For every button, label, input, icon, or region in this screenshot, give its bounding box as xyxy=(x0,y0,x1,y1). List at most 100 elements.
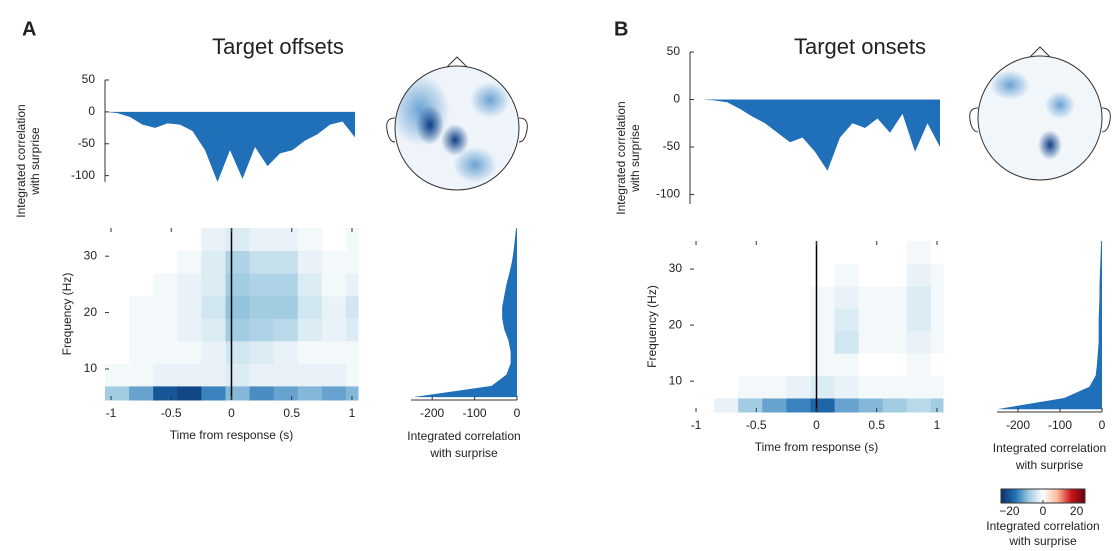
y-tick-label: 50 xyxy=(82,72,96,86)
heat-cell xyxy=(906,285,932,309)
y-axis-label: Integrated correlation xyxy=(14,104,28,217)
heat-cell xyxy=(273,295,299,319)
y-tick-label: -50 xyxy=(78,136,96,150)
area xyxy=(105,111,355,182)
y-axis-label: with surprise xyxy=(628,124,642,193)
heat-cell xyxy=(930,241,944,264)
x-tick-label: 1 xyxy=(349,406,356,420)
heat-cell xyxy=(834,330,860,354)
heat-cell xyxy=(225,295,251,319)
heat-cell xyxy=(345,385,359,401)
heat-cell xyxy=(786,308,811,332)
heat-cell xyxy=(762,375,787,399)
heat-cell xyxy=(177,385,202,401)
heat-cell xyxy=(249,340,275,364)
heat-cell xyxy=(858,397,884,413)
y-axis-label: Frequency (Hz) xyxy=(60,273,74,356)
heat-cell xyxy=(297,228,323,252)
scalp-map-b xyxy=(969,46,1111,181)
x-tick-label: 0.5 xyxy=(868,418,885,432)
heat-cell xyxy=(273,318,299,342)
heat-cell xyxy=(297,295,323,319)
heat-cell xyxy=(810,263,836,287)
heat-cell xyxy=(345,340,359,364)
heat-cell xyxy=(273,228,299,252)
heat-cell xyxy=(321,295,347,319)
heat-cell xyxy=(345,250,359,274)
heat-cell xyxy=(105,295,130,319)
heat-cell xyxy=(153,250,178,274)
colorbar-label: with surprise xyxy=(1008,534,1077,548)
heat-cell xyxy=(105,363,130,387)
heat-cell xyxy=(690,285,715,309)
y-tick-label: 0 xyxy=(673,92,680,106)
heat-cell xyxy=(153,385,178,401)
x-axis-label: with surprise xyxy=(1015,458,1084,472)
heat-cell xyxy=(321,228,347,252)
heat-cell xyxy=(177,318,202,342)
heat-cell xyxy=(810,285,836,309)
y-tick-label: -100 xyxy=(71,168,95,182)
heat-cell xyxy=(129,228,154,252)
x-axis-label: Time from response (s) xyxy=(755,440,879,454)
heat-cell xyxy=(201,385,226,401)
heat-cell xyxy=(906,241,932,264)
x-axis-label: Integrated correlation xyxy=(407,429,520,443)
heat-cell xyxy=(882,285,908,309)
heat-cell xyxy=(129,273,154,297)
heat-cell xyxy=(249,295,275,319)
heat-cell xyxy=(201,340,226,364)
heat-cell xyxy=(858,375,884,399)
heat-cell xyxy=(105,318,130,342)
heat-cell xyxy=(882,353,908,377)
heat-cell xyxy=(810,241,836,264)
heat-cell xyxy=(762,241,787,264)
heat-cell xyxy=(345,318,359,342)
heat-cell xyxy=(273,385,299,401)
heat-cell xyxy=(153,295,178,319)
heat-cell xyxy=(858,241,884,264)
heat-cell xyxy=(321,250,347,274)
heat-cell xyxy=(177,228,202,252)
heat-cell xyxy=(321,340,347,364)
heat-cell xyxy=(345,228,359,252)
x-tick-label: -0.5 xyxy=(746,418,767,432)
heat-cell xyxy=(297,273,323,297)
heat-cell xyxy=(225,250,251,274)
heat-cell xyxy=(810,353,836,377)
heat-cell xyxy=(249,385,275,401)
panel-title: Target onsets xyxy=(794,34,926,59)
heat-cell xyxy=(930,353,944,377)
y-axis-label: with surprise xyxy=(28,127,42,196)
heat-cell xyxy=(714,285,739,309)
heat-cell xyxy=(345,273,359,297)
heat-cell xyxy=(786,285,811,309)
y-tick-label: 30 xyxy=(84,248,98,262)
heat-cell xyxy=(129,363,154,387)
heat-cell xyxy=(105,273,130,297)
heat-cell xyxy=(930,263,944,287)
heat-cell xyxy=(153,363,178,387)
heat-cell xyxy=(786,353,811,377)
heat-cell xyxy=(834,397,860,413)
heat-cell xyxy=(762,397,787,413)
heat-cell xyxy=(714,241,739,264)
heat-cell xyxy=(762,308,787,332)
heat-cell xyxy=(297,363,323,387)
x-tick-label: 0.5 xyxy=(283,406,300,420)
heat-cell xyxy=(762,330,787,354)
heat-cell xyxy=(906,330,932,354)
heat-cell xyxy=(177,250,202,274)
heat-cell xyxy=(930,375,944,399)
heat-cell xyxy=(201,363,226,387)
x-tick-label: -1 xyxy=(106,406,117,420)
heat-cell xyxy=(882,308,908,332)
y-axis-label: Integrated correlation xyxy=(614,101,628,214)
heat-cell xyxy=(882,397,908,413)
area xyxy=(997,241,1102,410)
x-axis-label: Integrated correlation xyxy=(993,441,1106,455)
heat-cell xyxy=(738,241,763,264)
heat-cell xyxy=(738,285,763,309)
heat-cell xyxy=(345,295,359,319)
